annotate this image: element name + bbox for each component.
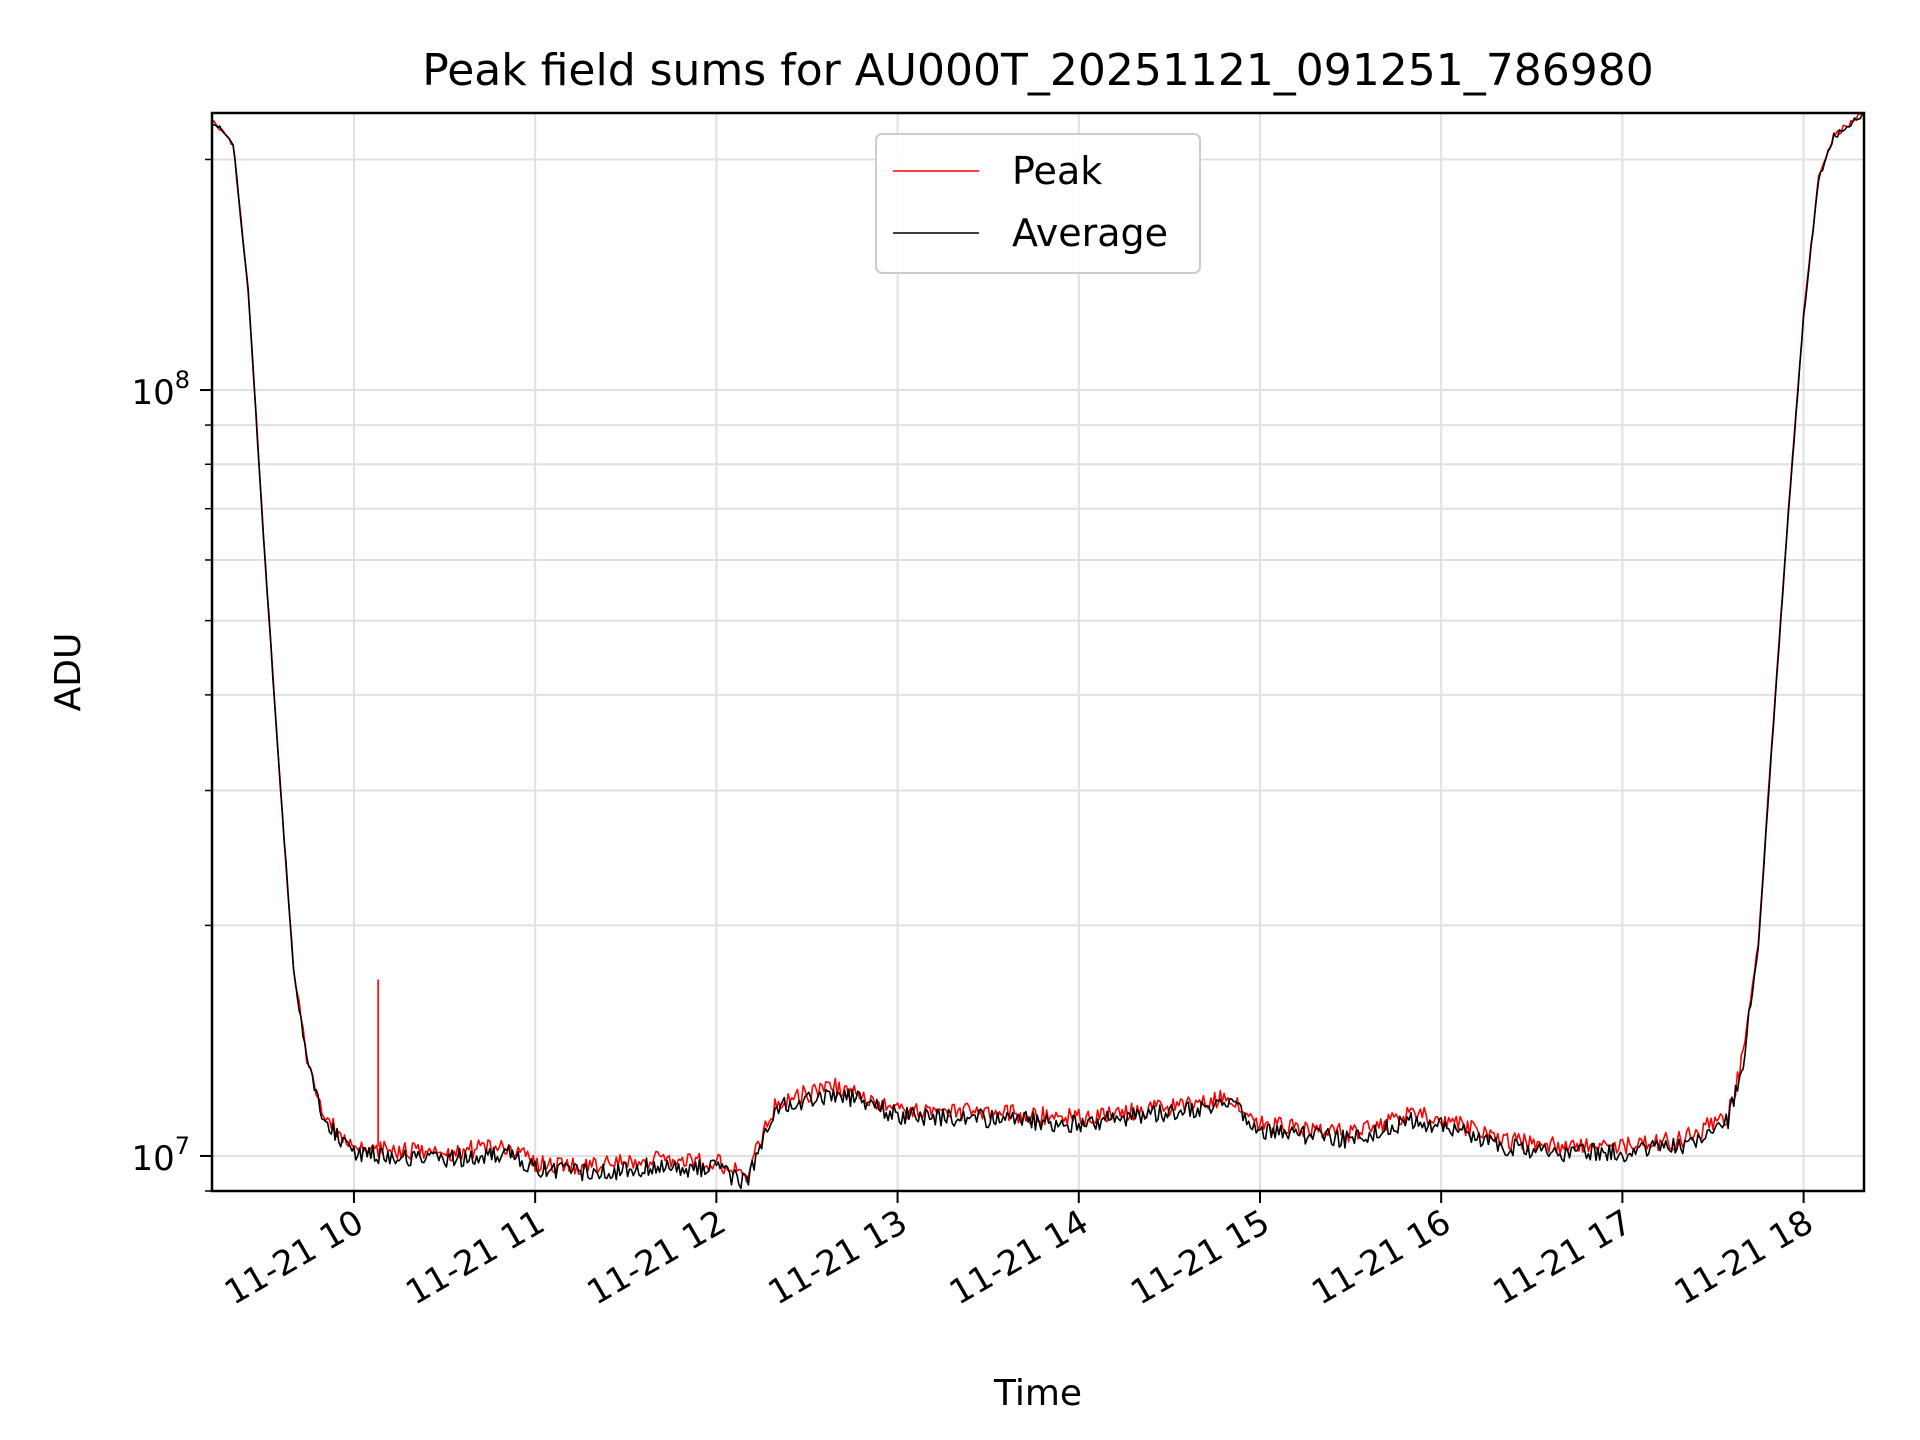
legend: Peak Average (875, 133, 1201, 274)
legend-label-peak: Peak (1012, 149, 1102, 193)
grid (212, 113, 1864, 1192)
chart-title: Peak field sums for AU000T_20251121_0912… (422, 45, 1654, 96)
series-line-average (211, 112, 1865, 1190)
x-axis-label: Time (993, 1373, 1082, 1414)
y-tick-label: 108 (131, 366, 190, 413)
y-tick-base: 10 (131, 1139, 174, 1179)
legend-box (875, 133, 1201, 274)
y-tick-base: 10 (131, 373, 174, 413)
y-tick-exponent: 7 (175, 1132, 190, 1160)
y-tick-exponent: 8 (175, 366, 190, 394)
y-axis-label: ADU (48, 633, 89, 712)
series-lines (211, 112, 1865, 1190)
plot-frame (210, 111, 1866, 1193)
legend-label-average: Average (1012, 211, 1168, 255)
y-tick-label: 107 (131, 1132, 190, 1179)
